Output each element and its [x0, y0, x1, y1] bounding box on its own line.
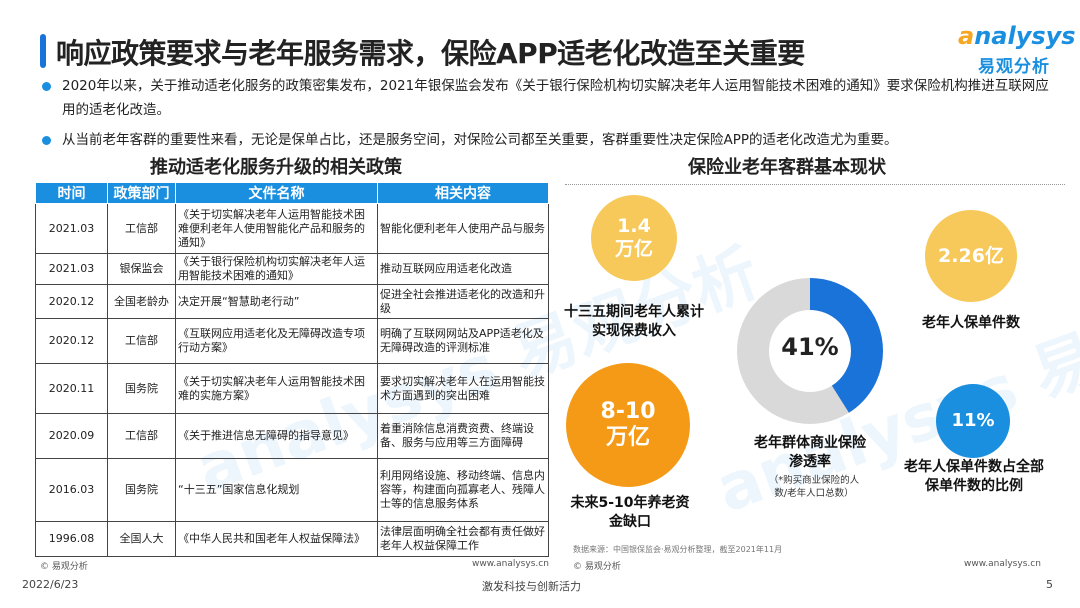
- cell-content: 智能化便利老年人使用产品与服务: [377, 203, 549, 254]
- right-heading: 保险业老年客群基本现状: [688, 157, 886, 178]
- cell-content: 推动互联网应用适老化改造: [377, 253, 549, 285]
- table-row: 1996.08 全国人大 《中华人民共和国老年人权益保障法》 法律层面明确全社会都有责…: [35, 521, 549, 557]
- cell-dept: 工信部: [107, 413, 176, 459]
- cell-doc: 《关于推进信息无障碍的指导意见》: [175, 413, 378, 459]
- left-site: www.analysys.cn: [472, 559, 549, 569]
- cell-time: 1996.08: [35, 521, 108, 557]
- right-site: www.analysys.cn: [964, 559, 1041, 569]
- cell-time: 2016.03: [35, 458, 108, 522]
- right-copyright: © 易观分析: [573, 562, 621, 572]
- table-row: 2020.11 国务院 《关于切实解决老年人运用智能技术困难的实施方案》 要求切实解决…: [35, 363, 549, 414]
- title-accent: [40, 34, 46, 68]
- cell-dept: 工信部: [107, 318, 176, 364]
- col-dept: 政策部门: [107, 182, 176, 204]
- bullet-2: 从当前老年客群的重要性来看，无论是保单占比，还是服务空间，对保险公司都至关重要，…: [42, 128, 1062, 152]
- col-time: 时间: [35, 182, 108, 204]
- cell-dept: 银保监会: [107, 253, 176, 285]
- cell-time: 2020.12: [35, 284, 108, 319]
- col-content: 相关内容: [377, 182, 549, 204]
- cell-content: 利用网络设施、移动终端、信息内容等，构建面向孤寡老人、残障人士等的信息服务体系: [377, 458, 549, 522]
- footer-slogan: 激发科技与创新活力: [482, 580, 581, 593]
- table-row: 2021.03 工信部 《关于切实解决老年人运用智能技术困难便利老年人使用智能化产品…: [35, 203, 549, 254]
- cell-content: 促进全社会推进适老化的改造和升级: [377, 284, 549, 319]
- donut-label: 老年群体商业保险渗透率: [754, 435, 866, 470]
- col-doc: 文件名称: [175, 182, 378, 204]
- donut-note: （*购买商业保险的人数/老年人口总数）: [768, 475, 860, 499]
- data-source: 数据来源：中国银保监会·易观分析整理，截至2021年11月: [573, 545, 783, 554]
- cell-time: 2020.09: [35, 413, 108, 459]
- cell-doc: “十三五”国家信息化规划: [175, 458, 378, 522]
- cell-content: 着重消除信息消费资费、终端设备、服务与应用等三方面障碍: [377, 413, 549, 459]
- table-row: 2021.03 银保监会 《关于银行保险机构切实解决老年人运用智能技术困难的通知》推…: [35, 253, 549, 285]
- cell-dept: 全国人大: [107, 521, 176, 557]
- table-row: 2020.12 全国老龄办 决定开展“智慧助老行动” 促进全社会推进适老化的改造和升级: [35, 284, 549, 319]
- cell-dept: 全国老龄办: [107, 284, 176, 319]
- cell-doc: 《互联网应用适老化及无障碍改造专项行动方案》: [175, 318, 378, 364]
- stat-label-premium: 十三五期间老年人累计实现保费收入: [564, 304, 704, 339]
- stat-label-share: 老年人保单件数占全部保单件数的比例: [904, 459, 1044, 494]
- stat-label-gap: 未来5-10年养老资金缺口: [570, 495, 690, 530]
- bullet-1: 2020年以来，关于推动适老化服务的政策密集发布，2021年银保监会发布《关于银…: [42, 74, 1062, 122]
- cell-doc: 《中华人民共和国老年人权益保障法》: [175, 521, 378, 557]
- cell-content: 要求切实解决老年人在运用智能技术方面遇到的突出困难: [377, 363, 549, 414]
- stat-circle-policies: 2.26亿: [925, 210, 1017, 302]
- stat-circle-share: 11%: [936, 384, 1010, 458]
- stat-label-policies: 老年人保单件数: [922, 315, 1020, 331]
- cell-time: 2021.03: [35, 253, 108, 285]
- penetration-donut: [737, 278, 883, 424]
- divider: [565, 184, 1065, 185]
- table-row: 2020.09 工信部 《关于推进信息无障碍的指导意见》 着重消除信息消费资费、终端设…: [35, 413, 549, 459]
- cell-doc: 决定开展“智慧助老行动”: [175, 284, 378, 319]
- cell-dept: 国务院: [107, 458, 176, 522]
- logo-cn: 易观分析: [978, 57, 1050, 77]
- stat-circle-premium: 1.4 万亿: [591, 195, 677, 281]
- bullet-dot-icon: [42, 82, 51, 91]
- cell-time: 2021.03: [35, 203, 108, 254]
- cell-doc: 《关于切实解决老年人运用智能技术困难便利老年人使用智能化产品和服务的通知》: [175, 203, 378, 254]
- cell-doc: 《关于切实解决老年人运用智能技术困难的实施方案》: [175, 363, 378, 414]
- left-copyright: © 易观分析: [40, 562, 88, 572]
- policy-table: 时间 政策部门 文件名称 相关内容 2021.03 工信部 《关于切实解决老年人运用…: [35, 182, 549, 557]
- logo: analysys: [958, 22, 1076, 50]
- donut-filled: [737, 278, 883, 424]
- bullet-dot-icon: [42, 136, 51, 145]
- page-number: 5: [1046, 578, 1053, 591]
- cell-time: 2020.11: [35, 363, 108, 414]
- footer-date: 2022/6/23: [22, 578, 79, 591]
- cell-doc: 《关于银行保险机构切实解决老年人运用智能技术困难的通知》: [175, 253, 378, 285]
- cell-content: 明确了互联网网站及APP适老化及无障碍改造的评测标准: [377, 318, 549, 364]
- cell-dept: 工信部: [107, 203, 176, 254]
- cell-time: 2020.12: [35, 318, 108, 364]
- table-row: 2016.03 国务院 “十三五”国家信息化规划 利用网络设施、移动终端、信息内容等，…: [35, 458, 549, 522]
- cell-dept: 国务院: [107, 363, 176, 414]
- table-header: 时间 政策部门 文件名称 相关内容: [35, 182, 549, 204]
- stat-circle-gap: 8-10 万亿: [566, 363, 690, 487]
- page-title: 响应政策要求与老年服务需求，保险APP适老化改造至关重要: [56, 37, 805, 70]
- table-row: 2020.12 工信部 《互联网应用适老化及无障碍改造专项行动方案》 明确了互联网网站…: [35, 318, 549, 364]
- donut-value: 41%: [781, 333, 839, 361]
- left-heading: 推动适老化服务升级的相关政策: [150, 157, 402, 178]
- cell-content: 法律层面明确全社会都有责任做好老年人权益保障工作: [377, 521, 549, 557]
